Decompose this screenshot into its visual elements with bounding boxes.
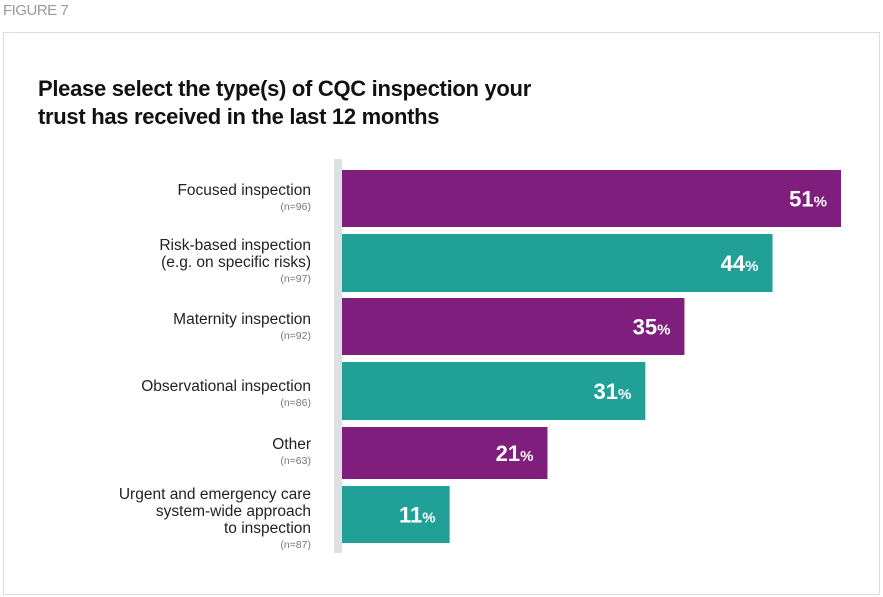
bar-value-label-3: 31% — [593, 379, 631, 404]
category-label-line: system-wide approach — [155, 503, 311, 520]
bar-2 — [342, 298, 685, 355]
category-label-line: Focused inspection — [177, 182, 311, 199]
category-label-line: to inspection — [223, 520, 311, 537]
bar-value-label-5: 11% — [399, 503, 436, 528]
sample-size-label: (n=97) — [280, 273, 311, 285]
bar-0 — [342, 170, 841, 227]
category-label-line: (e.g. on specific risks) — [161, 254, 311, 271]
bar-3 — [342, 362, 646, 420]
category-label-line: Observational inspection — [141, 378, 311, 395]
chart-title-line-1: Please select the type(s) of CQC inspect… — [38, 76, 531, 101]
bar-value-label-1: 44% — [721, 251, 759, 276]
sample-size-label: (n=96) — [280, 201, 311, 213]
category-label-line: Urgent and emergency care — [118, 486, 311, 503]
bar-5 — [342, 486, 450, 543]
figure-label: FIGURE 7 — [3, 2, 69, 19]
y-axis-line — [334, 159, 342, 553]
category-label-3: Observational inspection (n=86) — [141, 378, 311, 410]
chart-title: Please select the type(s) of CQC inspect… — [38, 75, 618, 131]
bar-1 — [342, 234, 773, 292]
bar-4 — [342, 427, 548, 479]
category-label-4: Other (n=63) — [272, 436, 311, 468]
category-label-line: Other — [272, 436, 311, 453]
category-label-0: Focused inspection (n=96) — [177, 182, 311, 214]
bar-value-label-0: 51% — [789, 187, 827, 212]
category-label-line: Risk-based inspection — [159, 237, 311, 254]
category-label-5: Urgent and emergency care system-wide app… — [119, 486, 311, 552]
sample-size-label: (n=86) — [280, 397, 311, 409]
sample-size-label: (n=63) — [280, 455, 311, 467]
sample-size-label: (n=87) — [280, 539, 311, 551]
category-label-1: Risk-based inspection (e.g. on specific r… — [159, 237, 311, 286]
bar-value-label-4: 21% — [496, 441, 534, 466]
category-label-line: Maternity inspection — [173, 311, 311, 328]
sample-size-label: (n=92) — [280, 330, 311, 342]
category-label-2: Maternity inspection (n=92) — [173, 311, 311, 343]
bar-value-label-2: 35% — [633, 315, 671, 340]
chart-title-line-2: trust has received in the last 12 months — [38, 104, 440, 129]
